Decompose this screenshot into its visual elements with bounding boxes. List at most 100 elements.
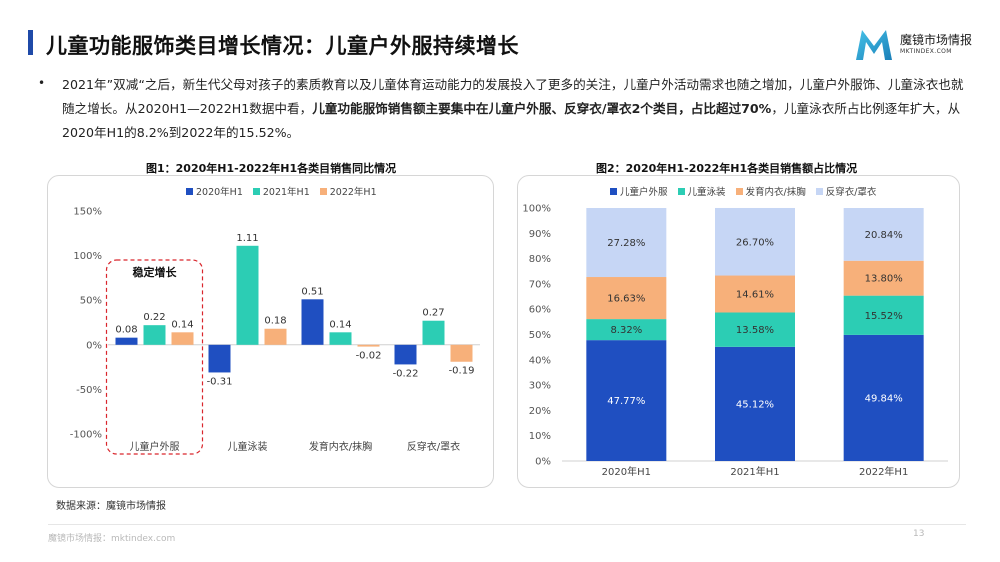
legend-swatch (677, 187, 685, 195)
bar (357, 344, 380, 347)
category-label: 2021年H1 (730, 465, 779, 478)
stacked-segment (843, 260, 924, 296)
summary-paragraph: 2021年”双减“之后，新生代父母对孩子的素质教育以及儿童体育运动能力的发展投入… (62, 73, 972, 145)
data-label: 0.51 (301, 286, 323, 297)
legend-swatch (735, 187, 743, 195)
legend-item: 反穿衣/罩衣 (815, 184, 877, 198)
y-tick-label: 100% (522, 204, 551, 215)
legend-label: 2022年H1 (329, 187, 377, 198)
data-label: 0.14 (329, 319, 351, 330)
legend-label: 2021年H1 (262, 187, 310, 198)
y-tick-label: 70% (529, 279, 551, 290)
y-tick-label: 80% (529, 254, 551, 265)
stacked-segment (586, 208, 667, 278)
footer-divider (48, 524, 966, 525)
footer-text[interactable]: 魔镜市场情报：mktindex.com (48, 534, 176, 544)
data-label: -0.02 (356, 351, 382, 362)
data-label: 0.14 (171, 319, 193, 330)
category-label: 儿童泳装 (228, 440, 268, 453)
legend-item: 2021年H1 (252, 184, 310, 198)
stacked-segment (715, 312, 795, 347)
bullet-marker: • (38, 76, 46, 90)
y-tick-label: 10% (529, 431, 551, 442)
brand-logo[interactable]: 魔镜市场情报 MKTINDEX.COM (852, 26, 982, 62)
category-label: 发育内衣/抹胸 (309, 440, 372, 453)
y-tick-label: 30% (529, 381, 551, 392)
data-label: 13.80% (865, 274, 903, 285)
page-title: 儿童功能服饰类目增长情况：儿童户外服持续增长 (46, 34, 519, 58)
logo-name-cn: 魔镜市场情报 (900, 33, 973, 47)
category-label: 反穿衣/罩衣 (407, 440, 460, 453)
chart1-panel: 2020年H1 2021年H1 2022年H1 150% 100% 50% 0% -50% -… (47, 175, 494, 488)
stacked-segment (715, 207, 795, 276)
chart2-plot: 100% 90% 80% 70% 60% 50% 40% 30% 20% 10% 0% 47.77% 8… (522, 204, 948, 478)
bar (208, 344, 231, 373)
category-label: 2020年H1 (602, 465, 651, 478)
legend-swatch (319, 187, 327, 195)
bar (422, 320, 445, 345)
legend-swatch (610, 187, 617, 195)
y-tick-label: 60% (529, 305, 551, 316)
stacked-segment (843, 295, 924, 335)
y-tick-label: -100% (70, 430, 102, 441)
stacked-segment (715, 275, 795, 313)
legend-item: 2022年H1 (319, 184, 377, 198)
highlight-label: 稳定增长 (133, 265, 178, 279)
bar (115, 337, 138, 345)
legend-item: 儿童泳装 (677, 184, 726, 198)
chart1-plot: 150% 100% 50% 0% -50% -100% 0.08 0.22 0.14 儿童户外服 -… (70, 207, 480, 455)
y-tick-label: 40% (529, 355, 551, 366)
data-label: 45.12% (736, 399, 774, 410)
data-label: 20.84% (865, 230, 903, 241)
y-tick-label: 50% (529, 330, 551, 341)
data-label: 8.32% (610, 325, 642, 336)
y-tick-label: 20% (529, 406, 551, 417)
data-label: 14.61% (736, 290, 774, 301)
y-tick-label: 100% (73, 251, 102, 262)
stacked-segment (843, 208, 924, 261)
data-label: 1.11 (236, 233, 258, 244)
legend-item: 2020年H1 (186, 184, 243, 198)
bar (236, 245, 259, 345)
legend-label: 儿童户外服 (620, 187, 668, 198)
paragraph-text-2: ，儿童泳衣所占比例逐年扩大，从2020年H1的8.2%到2022年的15.52%… (62, 101, 961, 140)
y-tick-label: 50% (80, 296, 102, 307)
bar (329, 332, 352, 345)
bar (450, 344, 473, 362)
stacked-segment (715, 346, 795, 461)
chart2-panel: 儿童户外服 儿童泳装 发育内衣/抹胸 反穿衣/罩衣 100% 90% 80% 70% 60% 5… (517, 175, 960, 488)
data-label: 13.58% (736, 325, 774, 336)
paragraph-text-1: 2021年”双减“之后，新生代父母对孩子的素质教育以及儿童体育运动能力的发展投入… (62, 77, 964, 116)
category-label: 儿童户外服 (130, 440, 180, 453)
data-label: -0.22 (393, 368, 419, 379)
bar (264, 328, 287, 345)
logo-name-en: MKTINDEX.COM (900, 48, 952, 55)
data-label: 15.52% (865, 311, 903, 322)
chart2-title: 图2：2020年H1-2022年H1各类目销售额占比情况 (596, 162, 858, 175)
bar (171, 332, 194, 345)
legend-swatch (815, 187, 823, 195)
legend-label: 反穿衣/罩衣 (825, 187, 877, 198)
mktindex-logo-icon (856, 30, 892, 60)
y-tick-label: 0% (86, 340, 102, 351)
data-label: -0.19 (449, 366, 475, 377)
legend-label: 发育内衣/抹胸 (745, 187, 806, 198)
data-label: -0.31 (207, 376, 233, 387)
chart2-legend: 儿童户外服 儿童泳装 发育内衣/抹胸 反穿衣/罩衣 (610, 184, 876, 198)
stacked-segment (586, 277, 667, 320)
data-label: 27.28% (607, 238, 645, 249)
bar (394, 344, 417, 365)
chart1-legend: 2020年H1 2021年H1 2022年H1 (186, 184, 377, 198)
legend-item: 发育内衣/抹胸 (735, 184, 806, 198)
data-label: 0.08 (115, 325, 137, 336)
y-tick-label: 90% (529, 229, 551, 240)
legend-swatch (252, 187, 260, 195)
data-label: 16.63% (607, 294, 645, 305)
highlight-box (105, 259, 204, 455)
data-label: 0.27 (422, 308, 444, 319)
legend-swatch (186, 187, 193, 195)
chart1-title: 图1：2020年H1-2022年H1各类目销售同比情况 (146, 162, 397, 175)
data-source: 数据来源：魔镜市场情报 (56, 501, 166, 512)
stacked-segment (586, 319, 667, 341)
bar (143, 325, 166, 345)
